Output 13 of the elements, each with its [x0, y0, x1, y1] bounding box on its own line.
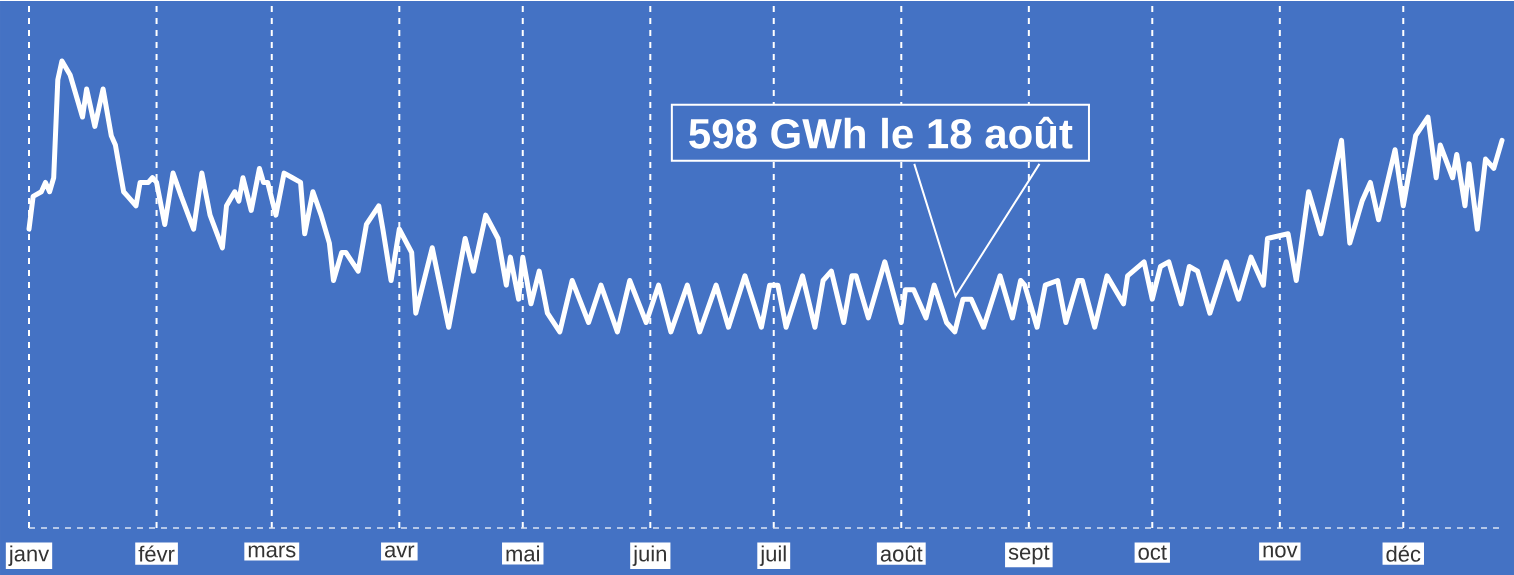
x-tick-label: avr — [384, 545, 415, 558]
annotation: 598 GWh le 18 août — [689, 116, 1073, 149]
x-tick-label: janv — [8, 545, 50, 566]
x-tick-label: oct — [1138, 545, 1167, 560]
x-tick-label: nov — [1263, 545, 1298, 558]
x-tick-label: août — [880, 545, 923, 562]
x-tick-label: juin — [632, 545, 666, 566]
x-tick-label: déc — [1386, 545, 1421, 562]
x-tick-label: févr — [138, 545, 175, 562]
x-tick-label: mai — [506, 545, 540, 562]
x-tick-label: sept — [1008, 545, 1050, 565]
x-tick-label: mars — [248, 545, 296, 558]
x-tick-label: juil — [759, 545, 786, 566]
